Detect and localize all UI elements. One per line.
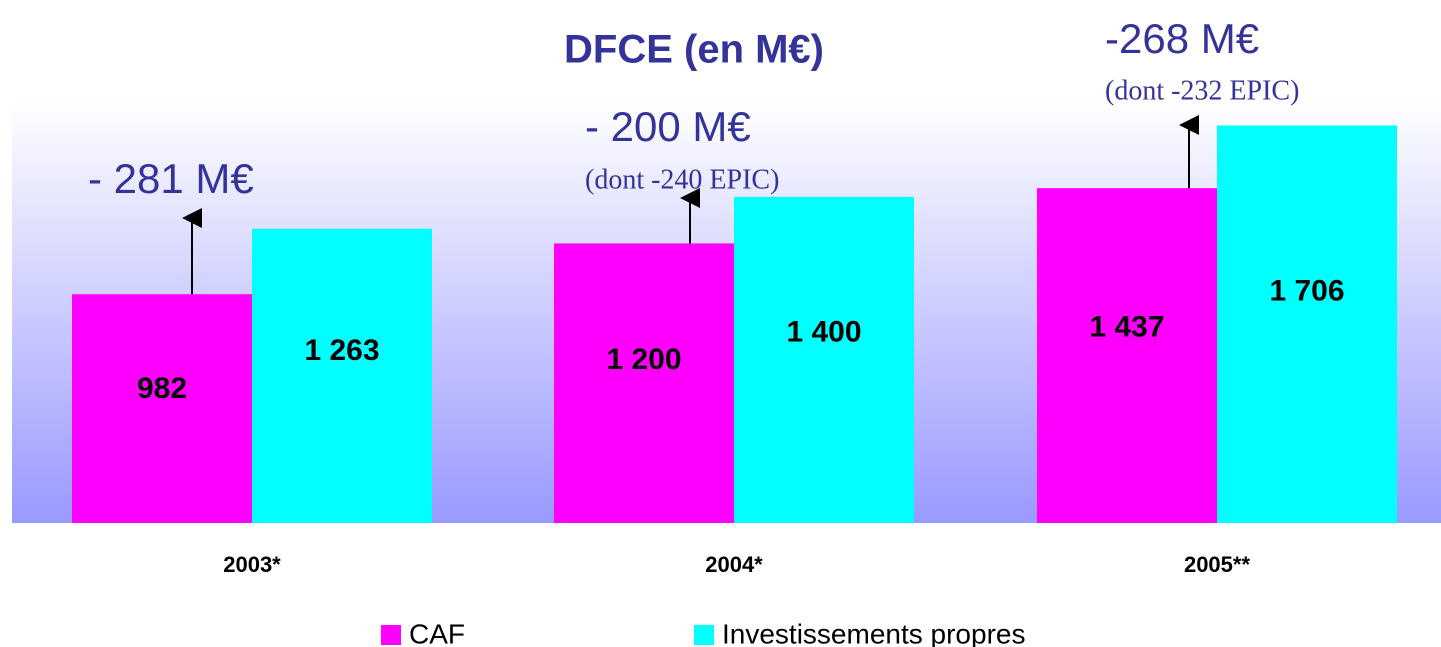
x-tick-label: 2003*	[223, 552, 281, 577]
legend-swatch	[694, 625, 714, 645]
x-tick-label: 2005**	[1184, 552, 1251, 577]
legend-swatch	[381, 625, 401, 645]
bar	[1217, 125, 1397, 523]
bar	[1037, 188, 1217, 523]
annotation: -268 M€	[1105, 15, 1259, 62]
value-label: 1 706	[1269, 274, 1344, 307]
value-label: 1 263	[304, 334, 379, 367]
legend-label: Investissements propres	[722, 618, 1025, 647]
annotation: - 200 M€	[585, 103, 751, 150]
value-label: 1 200	[606, 343, 681, 376]
annotation: (dont -232 EPIC)	[1105, 75, 1299, 106]
value-label: 1 400	[786, 316, 861, 349]
chart-title: DFCE (en M€)	[564, 28, 824, 72]
value-label: 982	[137, 372, 187, 405]
legend-label: CAF	[409, 618, 465, 647]
bar	[734, 196, 914, 524]
annotation: - 281 M€	[88, 155, 254, 202]
x-tick-label: 2004*	[705, 552, 763, 577]
bar	[554, 243, 734, 523]
bar	[72, 294, 252, 523]
value-label: 1 437	[1089, 311, 1164, 344]
bar	[252, 228, 432, 523]
annotation: (dont -240 EPIC)	[585, 164, 779, 195]
